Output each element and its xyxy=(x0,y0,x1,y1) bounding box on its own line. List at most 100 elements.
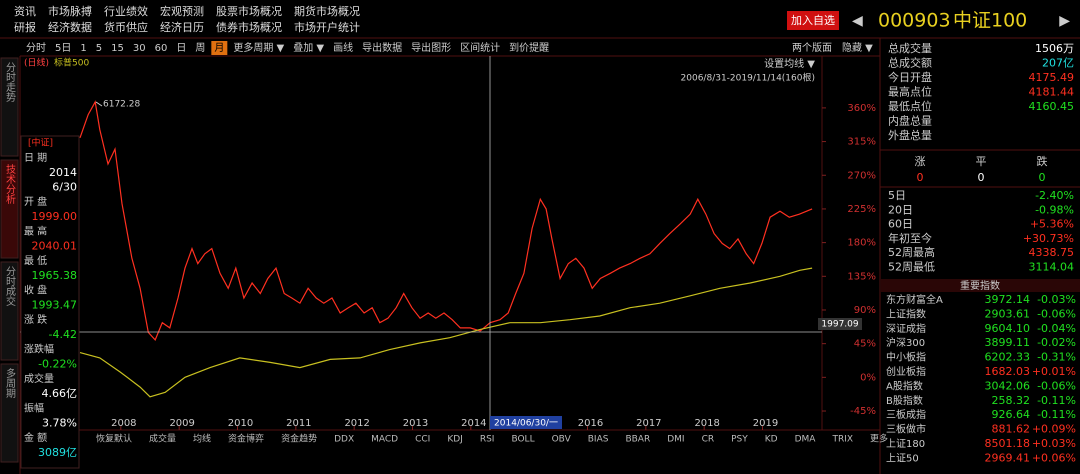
count-value: 0 xyxy=(978,171,985,184)
indicator-tab[interactable]: BOLL xyxy=(511,435,534,445)
index-name[interactable]: A股指数 xyxy=(886,379,923,392)
toolbar-item[interactable]: 30 xyxy=(133,43,146,54)
indicator-tab[interactable]: DMA xyxy=(795,435,817,445)
menu-item[interactable]: 研报 xyxy=(14,20,36,34)
menu-item[interactable]: 资讯 xyxy=(14,5,36,18)
x-tick-label: 2019 xyxy=(753,418,778,429)
info-value: 1993.47 xyxy=(32,299,78,312)
toolbar-item[interactable]: 导出数据 xyxy=(362,41,402,54)
menu-item[interactable]: 经济日历 xyxy=(160,20,204,34)
toolbar-item[interactable]: 15 xyxy=(111,43,124,54)
stat-label: 总成交额 xyxy=(888,56,932,70)
next-arrow[interactable]: ▶ xyxy=(1059,13,1070,29)
indicator-tab[interactable]: 成交量 xyxy=(149,433,176,445)
index-change: -0.02% xyxy=(1037,336,1076,349)
indicator-tab[interactable]: BIAS xyxy=(588,435,609,445)
indicator-tab[interactable]: PSY xyxy=(731,435,748,445)
indicator-tab[interactable]: CCI xyxy=(415,435,430,445)
menu-item[interactable]: 宏观预测 xyxy=(160,4,204,18)
indicator-tab[interactable]: 均线 xyxy=(193,433,211,445)
indicator-tab[interactable]: BBAR xyxy=(625,435,650,445)
indicator-tab[interactable]: 资金趋势 xyxy=(281,433,317,445)
indicator-tab[interactable]: KDJ xyxy=(447,435,463,445)
side-tab[interactable]: 分时走势 xyxy=(4,62,16,103)
crosshair-date: 2014/06/30/一 xyxy=(494,419,558,429)
indicator-tab[interactable]: TRIX xyxy=(831,435,853,445)
side-tab[interactable]: 多周期 xyxy=(4,367,16,399)
toolbar-item[interactable]: 导出图形 xyxy=(411,41,451,54)
indicator-tab[interactable]: CR xyxy=(702,435,715,445)
indicator-tab[interactable]: OBV xyxy=(552,435,572,445)
menu-item[interactable]: 市场脉搏 xyxy=(48,4,92,18)
side-tab-bg[interactable] xyxy=(0,159,19,259)
toolbar-item[interactable]: 5日 xyxy=(55,43,71,54)
stat-label: 今日开盘 xyxy=(888,70,932,84)
info-label: 涨 跌 xyxy=(24,313,47,326)
y-tick-label: 270% xyxy=(847,170,876,181)
indicator-tab[interactable]: 恢复默认 xyxy=(96,433,132,445)
indicator-tab[interactable]: RSI xyxy=(480,435,495,445)
menu-item[interactable]: 经济数据 xyxy=(48,20,92,34)
toolbar-item[interactable]: 到价提醒 xyxy=(509,42,549,54)
index-name[interactable]: 三板做市 xyxy=(886,423,926,436)
add-button[interactable]: 加入自选 xyxy=(791,14,835,27)
indicator-tab[interactable]: DDX xyxy=(334,435,354,445)
indicator-tab[interactable]: DMI xyxy=(667,435,684,445)
toolbar-item[interactable]: 画线 xyxy=(333,41,353,54)
perf-label: 5日 xyxy=(888,189,906,202)
menu-item[interactable]: 货币供应 xyxy=(104,20,148,34)
toolbar-item[interactable]: 区间统计 xyxy=(460,41,500,54)
side-tab[interactable]: 技术分析 xyxy=(4,163,16,205)
index-name[interactable]: B股指数 xyxy=(886,394,923,407)
menu-item[interactable]: 行业绩效 xyxy=(104,4,148,18)
toolbar-item[interactable]: 两个版面 xyxy=(792,41,832,54)
toolbar-item[interactable]: 周 xyxy=(195,42,205,54)
toolbar-item[interactable]: 更多周期 ▼ xyxy=(233,41,284,54)
menu-item[interactable]: 债券市场概况 xyxy=(216,20,282,34)
menu-item[interactable]: 市场开户统计 xyxy=(294,20,360,34)
index-name[interactable]: 上证50 xyxy=(886,452,919,464)
toolbar-item[interactable]: 隐藏 ▼ xyxy=(842,42,873,54)
crosshair-value-bg xyxy=(818,318,862,330)
index-name[interactable]: 沪深300 xyxy=(886,336,925,349)
index-name[interactable]: 创业板指 xyxy=(886,365,926,378)
indicator-tab[interactable]: MACD xyxy=(371,435,398,445)
index-name[interactable]: 上证指数 xyxy=(886,307,926,320)
info-label: 最 高 xyxy=(24,225,47,238)
index-name[interactable]: 东方财富全A xyxy=(886,293,943,306)
info-tag: [中证] xyxy=(28,137,53,149)
crosshair-date-bg xyxy=(490,416,562,429)
settings-label[interactable]: 设置均线 ▼ xyxy=(764,57,815,70)
toolbar-item[interactable]: 分时 xyxy=(26,42,46,54)
side-tab-bg[interactable] xyxy=(0,363,19,463)
index-name[interactable]: 三板成指 xyxy=(886,408,926,421)
info-value: 1965.38 xyxy=(32,269,78,282)
indicator-tab[interactable]: 更多 xyxy=(870,433,888,445)
stock-code: 000903 xyxy=(878,10,951,32)
indicator-tab[interactable]: 资金博弈 xyxy=(228,433,264,445)
toolbar-item[interactable]: 5 xyxy=(96,43,102,54)
prev-arrow[interactable]: ◀ xyxy=(852,13,863,29)
indicator-tab[interactable]: KD xyxy=(765,435,778,445)
add-button-bg[interactable] xyxy=(787,11,839,30)
side-tab[interactable]: 分时成交 xyxy=(4,266,16,307)
index-change: +0.03% xyxy=(1032,437,1076,450)
index-name[interactable]: 中小板指 xyxy=(886,351,926,364)
toolbar-item[interactable]: 月 xyxy=(214,42,224,54)
stat-value: 4160.45 xyxy=(1029,100,1075,113)
active-tab xyxy=(211,41,228,55)
side-tab-bg[interactable] xyxy=(0,57,19,157)
toolbar-item[interactable]: 日 xyxy=(176,43,186,54)
menu-item[interactable]: 期货市场概况 xyxy=(294,4,360,18)
menu-item[interactable]: 股票市场概况 xyxy=(216,4,282,18)
x-tick-label: 2008 xyxy=(111,418,136,429)
legend-label: 标普500 xyxy=(54,57,89,69)
side-tab-bg[interactable] xyxy=(0,261,19,361)
toolbar-item[interactable]: 叠加 ▼ xyxy=(293,42,324,54)
index-name[interactable]: 深证成指 xyxy=(886,322,926,335)
index-name[interactable]: 上证180 xyxy=(886,438,925,450)
perf-value: +30.73% xyxy=(1023,232,1074,245)
toolbar-item[interactable]: 1 xyxy=(80,43,86,54)
x-tick-label: 2013 xyxy=(403,418,428,429)
toolbar-item[interactable]: 60 xyxy=(155,43,168,54)
